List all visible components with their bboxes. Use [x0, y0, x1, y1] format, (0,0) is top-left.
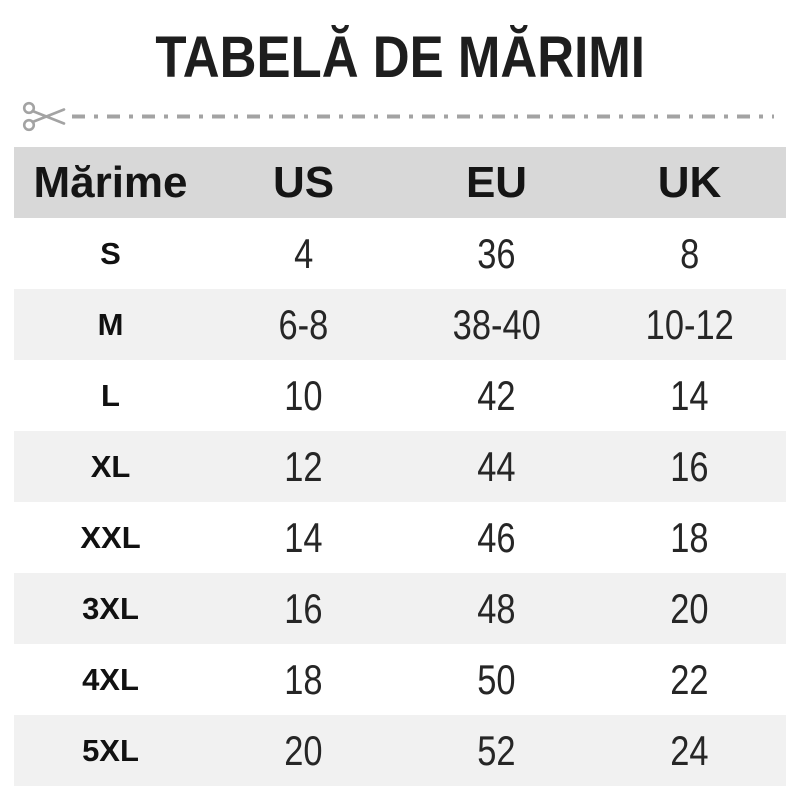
size-cell: 5XL: [82, 733, 139, 768]
us-cell: 16: [284, 584, 323, 632]
eu-cell: 46: [477, 513, 516, 561]
uk-cell: 24: [670, 726, 709, 774]
table-body: S 4 36 8 M 6-8 38-40 10-12 L 10 42 14 XL…: [14, 218, 786, 786]
eu-cell: 38-40: [452, 300, 541, 348]
uk-cell: 16: [670, 442, 709, 490]
size-cell: S: [100, 236, 121, 271]
table-row-5xl: 5XL 20 52 24: [14, 715, 786, 786]
uk-cell: 14: [670, 371, 709, 419]
column-header-us: US: [272, 157, 335, 207]
table-row-l: L 10 42 14: [14, 360, 786, 431]
us-cell: 14: [284, 513, 323, 561]
cut-line: [22, 101, 774, 132]
eu-cell: 36: [477, 229, 516, 277]
table-row-s: S 4 36 8: [14, 218, 786, 289]
uk-cell: 8: [679, 229, 700, 277]
size-cell: 3XL: [82, 591, 139, 626]
table-row-4xl: 4XL 18 50 22: [14, 644, 786, 715]
eu-cell: 52: [477, 726, 516, 774]
column-header-size: Mărime: [33, 157, 188, 207]
table-header-row: Mărime US EU UK: [14, 147, 786, 218]
size-cell: XXL: [80, 520, 141, 555]
us-cell: 20: [284, 726, 323, 774]
scissors-icon: [22, 101, 66, 132]
uk-cell: 18: [670, 513, 709, 561]
uk-cell: 22: [670, 655, 709, 703]
table-row-xl: XL 12 44 16: [14, 431, 786, 502]
table-row-xxl: XXL 14 46 18: [14, 502, 786, 573]
eu-cell: 48: [477, 584, 516, 632]
size-table: Mărime US EU UK S 4 36 8 M 6-8 38-40 10-…: [14, 147, 786, 786]
eu-cell: 42: [477, 371, 516, 419]
size-cell: XL: [90, 449, 131, 484]
uk-cell: 20: [670, 584, 709, 632]
size-cell: L: [101, 378, 120, 413]
column-header-uk: UK: [657, 157, 722, 207]
us-cell: 6-8: [278, 300, 329, 348]
size-cell: M: [97, 307, 124, 342]
table-row-m: M 6-8 38-40 10-12: [14, 289, 786, 360]
eu-cell: 50: [477, 655, 516, 703]
us-cell: 18: [284, 655, 323, 703]
us-cell: 10: [284, 371, 323, 419]
page-title: TABELĂ DE MĂRIMI: [0, 22, 800, 94]
us-cell: 12: [284, 442, 323, 490]
page-title-text: TABELĂ DE MĂRIMI: [155, 25, 645, 90]
uk-cell: 10-12: [645, 300, 734, 348]
size-cell: 4XL: [82, 662, 139, 697]
column-header-eu: EU: [465, 157, 528, 207]
us-cell: 4: [293, 229, 314, 277]
table-row-3xl: 3XL 16 48 20: [14, 573, 786, 644]
eu-cell: 44: [477, 442, 516, 490]
